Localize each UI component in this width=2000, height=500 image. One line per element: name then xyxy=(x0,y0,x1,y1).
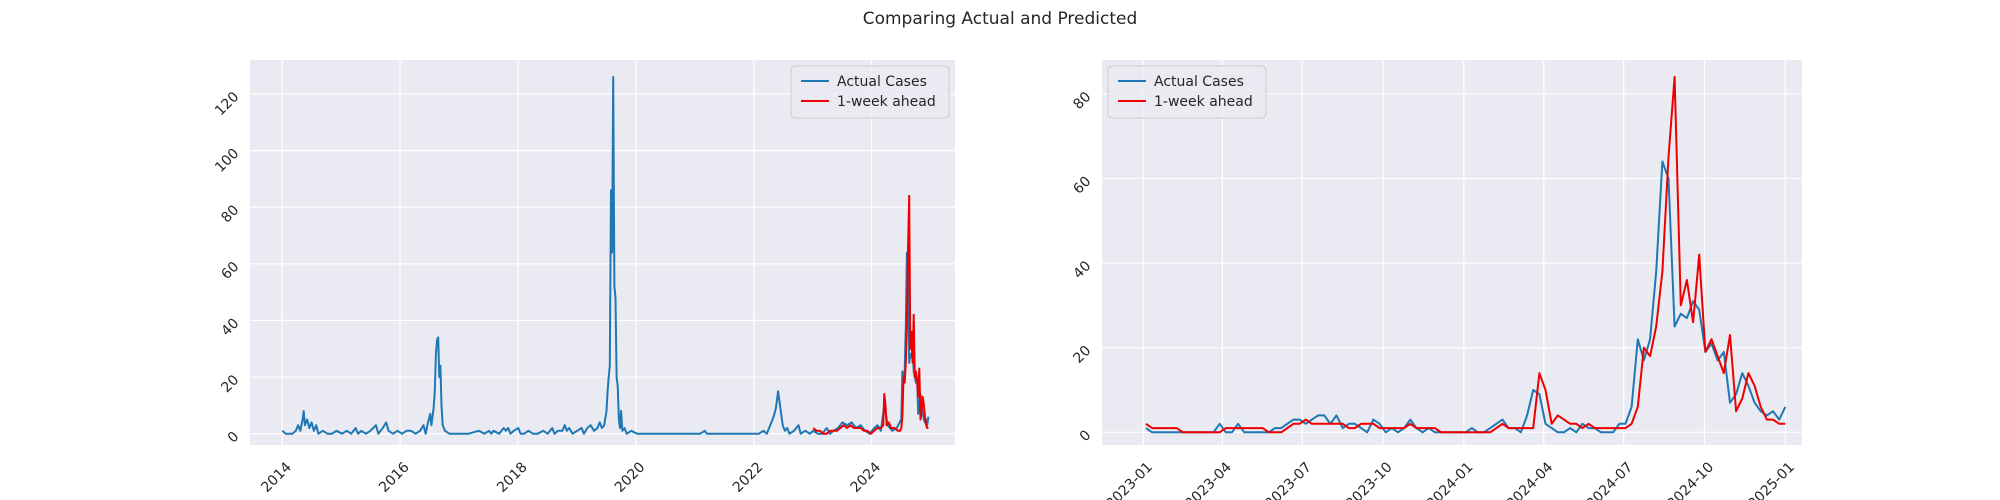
legend-predicted-label: 1-week ahead xyxy=(837,94,936,110)
legend-predicted-label: 1-week ahead xyxy=(1154,94,1253,110)
plot-area xyxy=(1102,60,1802,445)
plot-area xyxy=(250,60,955,445)
figure-title: Comparing Actual and Predicted xyxy=(863,9,1138,29)
legend: Actual Cases 1-week ahead xyxy=(1107,65,1267,119)
legend-box xyxy=(1107,65,1267,119)
legend-box xyxy=(790,65,950,119)
legend: Actual Cases 1-week ahead xyxy=(790,65,950,119)
legend-actual-label: Actual Cases xyxy=(1154,74,1244,90)
one-week-ahead-line xyxy=(812,194,929,435)
one-week-ahead-line xyxy=(1145,75,1786,434)
legend-actual-label: Actual Cases xyxy=(837,74,927,90)
